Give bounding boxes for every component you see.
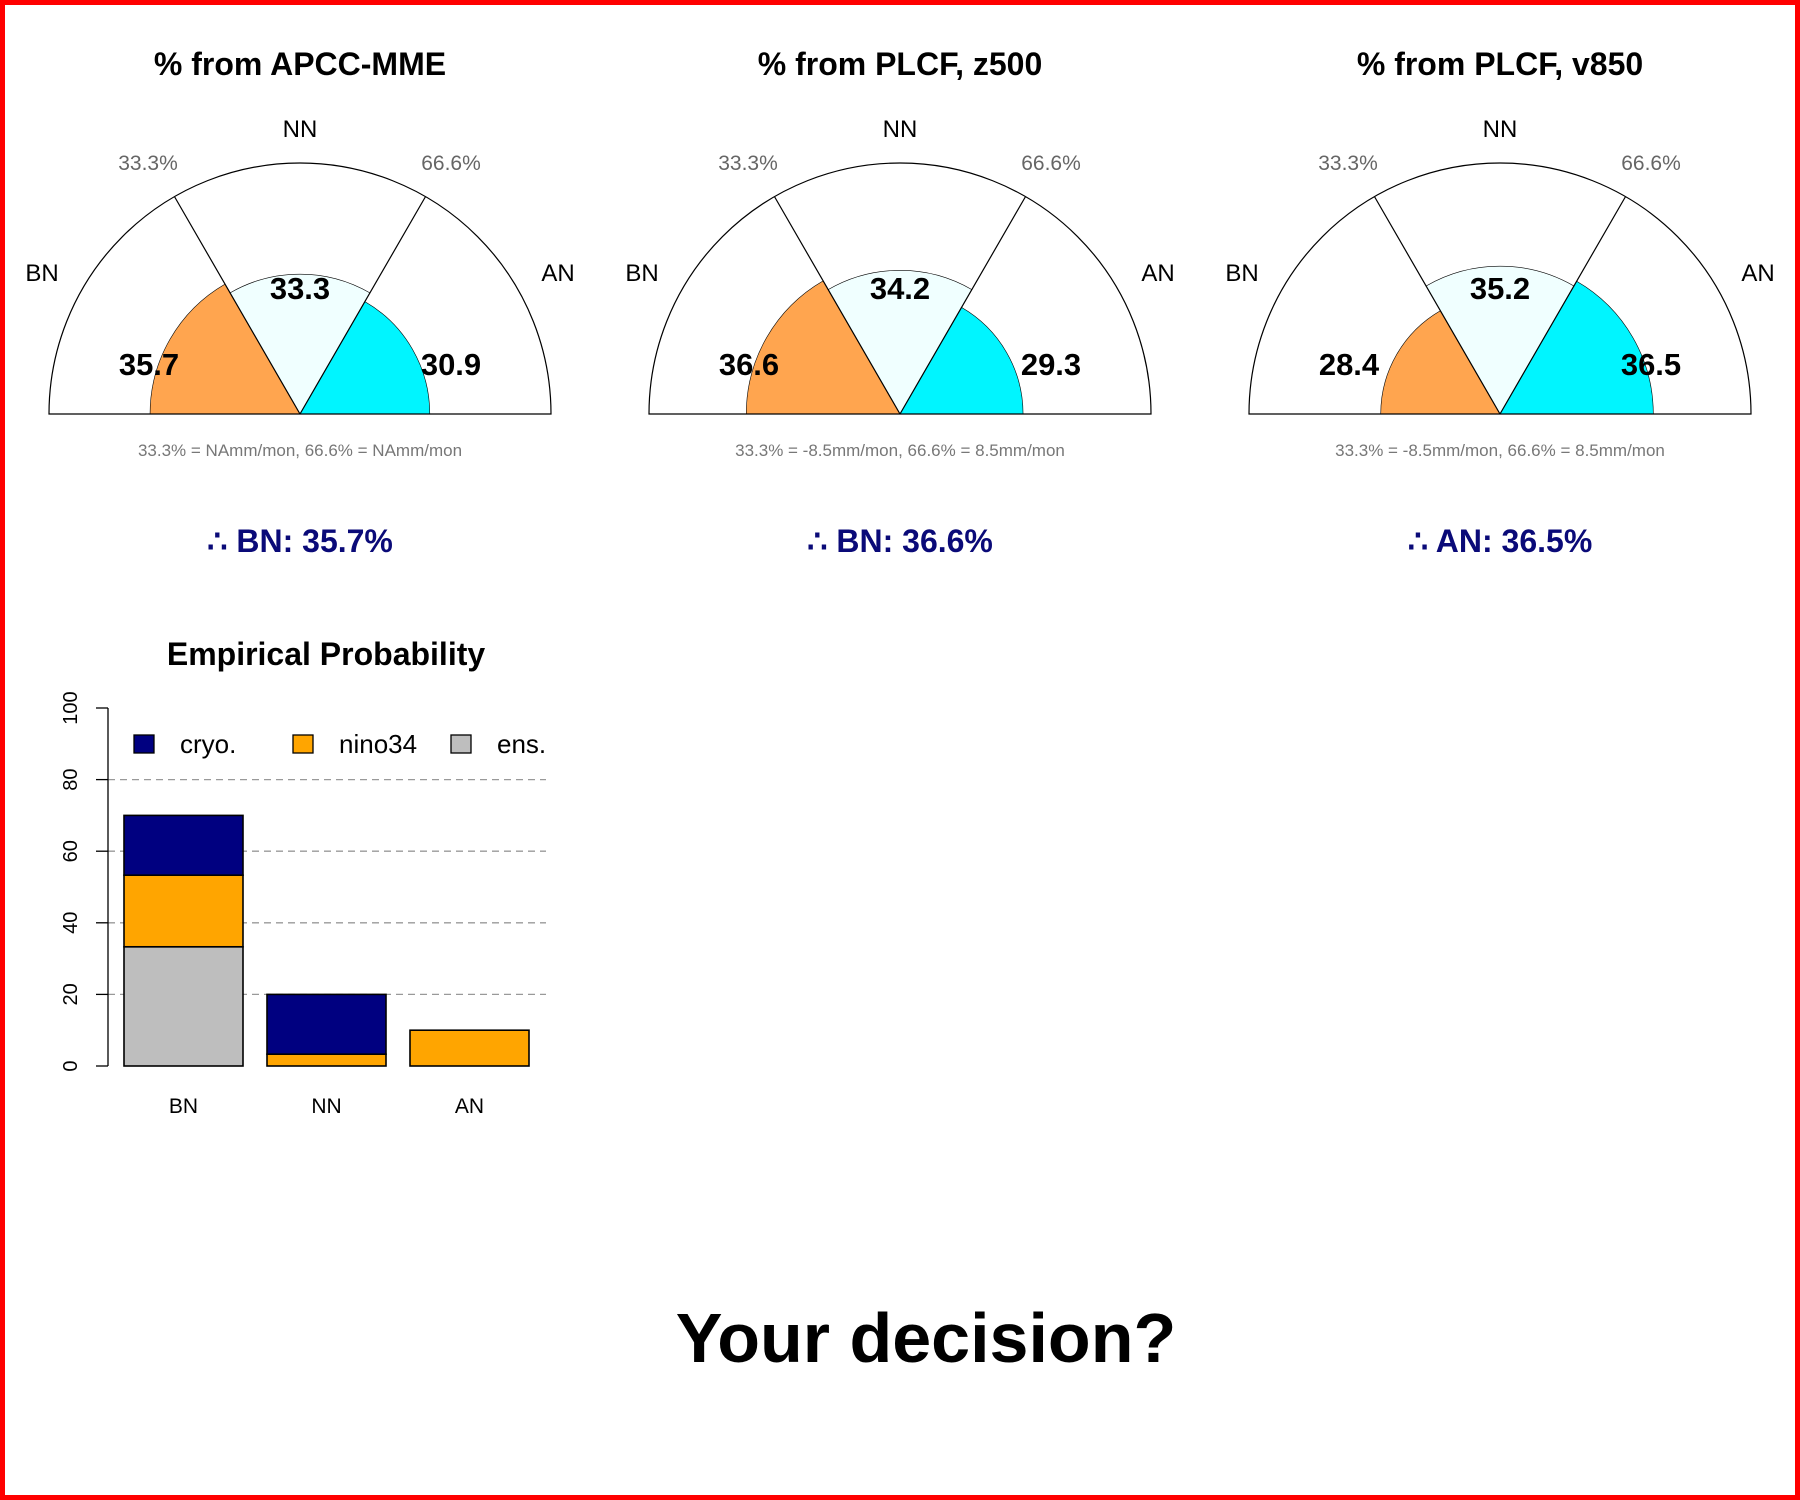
gauge-outline bbox=[1248, 162, 1752, 415]
gauge-wedges bbox=[149, 273, 431, 415]
gauge-sector-an bbox=[1499, 280, 1654, 415]
gauge-value-bn: 28.4 bbox=[1319, 347, 1380, 382]
gauge-label-66pct: 66.6% bbox=[421, 152, 481, 175]
gauge-outline bbox=[648, 162, 1152, 415]
gauge-threshold-note: 33.3% = -8.5mm/mon, 66.6% = 8.5mm/mon bbox=[1335, 441, 1665, 460]
gauge-value-an: 36.5 bbox=[1621, 347, 1681, 382]
chart-y-axis: 0 20 40 60 80 100 bbox=[60, 691, 109, 1072]
gauge-sector-bn bbox=[1380, 310, 1501, 415]
gauge-label-bn: BN bbox=[1225, 260, 1258, 287]
legend-swatch bbox=[133, 734, 155, 754]
gauge-panel-plcf-z500: % from PLCF, z500 NN BN AN 33.3% 66.6% 3… bbox=[625, 46, 1174, 559]
legend-swatch bbox=[292, 734, 314, 754]
chart-bars bbox=[123, 814, 530, 1067]
y-tick-label: 0 bbox=[60, 1060, 82, 1071]
empirical-probability-chart: Empirical Probability 0 20 40 60 80 100 BN NN A… bbox=[60, 636, 546, 1118]
bar-segment-an-nino34 bbox=[409, 1029, 530, 1067]
gauge-divider-33 bbox=[173, 196, 301, 415]
gauge-label-bn: BN bbox=[25, 260, 58, 287]
x-tick-label: AN bbox=[455, 1095, 484, 1118]
gauge-value-nn: 33.3 bbox=[270, 271, 330, 306]
gauge-sector-nn bbox=[1425, 265, 1575, 415]
bar-segment-nn-cryo bbox=[266, 993, 387, 1055]
y-tick-label: 100 bbox=[60, 691, 82, 724]
x-tick-label: BN bbox=[169, 1095, 198, 1118]
gauge-label-nn: NN bbox=[883, 116, 918, 143]
gauge-label-33pct: 33.3% bbox=[118, 152, 178, 175]
gauge-sector-an bbox=[299, 301, 431, 415]
gauge-label-nn: NN bbox=[1483, 116, 1518, 143]
gauge-sector-nn bbox=[229, 273, 371, 415]
gauge-sector-bn bbox=[149, 283, 301, 415]
gauge-value-nn: 34.2 bbox=[870, 271, 930, 306]
gauge-threshold-note: 33.3% = NAmm/mon, 66.6% = NAmm/mon bbox=[138, 441, 462, 460]
gauge-panel-plcf-v850: % from PLCF, v850 NN BN AN 33.3% 66.6% 2… bbox=[1225, 46, 1774, 559]
bar-segment-bn-nino34 bbox=[123, 874, 244, 948]
gauge-title: % from PLCF, v850 bbox=[1357, 46, 1643, 82]
gauge-label-66pct: 66.6% bbox=[1621, 152, 1681, 175]
gauge-frame bbox=[1248, 162, 1752, 415]
legend-swatch bbox=[450, 734, 472, 754]
chart-x-labels: BN NN AN bbox=[169, 1095, 484, 1118]
gauge-divider-33 bbox=[773, 196, 901, 415]
gauge-outline bbox=[48, 162, 552, 415]
x-tick-label: NN bbox=[311, 1095, 341, 1118]
gauge-label-bn: BN bbox=[625, 260, 658, 287]
decision-prompt: Your decision? bbox=[676, 1299, 1176, 1377]
gauge-label-33pct: 33.3% bbox=[718, 152, 778, 175]
y-tick-label: 40 bbox=[60, 912, 82, 934]
legend-label: cryo. bbox=[180, 729, 236, 759]
gauge-conclusion: ∴ BN: 36.6% bbox=[807, 523, 993, 559]
gauge-threshold-note: 33.3% = -8.5mm/mon, 66.6% = 8.5mm/mon bbox=[735, 441, 1065, 460]
y-tick-label: 60 bbox=[60, 840, 82, 862]
gauge-label-an: AN bbox=[541, 260, 574, 287]
gauge-divider-33 bbox=[1373, 196, 1501, 415]
bar-segment-bn-ens bbox=[123, 945, 244, 1067]
legend-label: nino34 bbox=[339, 729, 417, 759]
gauge-value-bn: 35.7 bbox=[119, 347, 179, 382]
gauge-value-an: 29.3 bbox=[1021, 347, 1081, 382]
gauge-frame bbox=[648, 162, 1152, 415]
gauge-title: % from PLCF, z500 bbox=[758, 46, 1043, 82]
gauge-value-bn: 36.6 bbox=[719, 347, 779, 382]
gauge-sector-nn bbox=[827, 270, 973, 415]
gauge-divider-66 bbox=[899, 196, 1027, 415]
gauge-conclusion: ∴ AN: 36.5% bbox=[1408, 523, 1593, 559]
gauge-label-an: AN bbox=[1141, 260, 1174, 287]
chart-legend: cryo. nino34 ens. bbox=[133, 729, 546, 759]
gauge-label-66pct: 66.6% bbox=[1021, 152, 1081, 175]
gauge-divider-66 bbox=[1499, 196, 1627, 415]
gauge-label-nn: NN bbox=[283, 116, 318, 143]
gauge-value-nn: 35.2 bbox=[1470, 271, 1530, 306]
legend-label: ens. bbox=[497, 729, 546, 759]
chart-title: Empirical Probability bbox=[167, 636, 486, 672]
gauge-wedges bbox=[745, 270, 1024, 415]
y-tick-label: 20 bbox=[60, 983, 82, 1005]
gauge-frame bbox=[48, 162, 552, 415]
gauge-value-an: 30.9 bbox=[421, 347, 481, 382]
gauge-title: % from APCC-MME bbox=[154, 46, 446, 82]
bar-segment-bn-cryo bbox=[123, 814, 244, 876]
gauge-sector-an bbox=[899, 307, 1024, 415]
gauge-label-33pct: 33.3% bbox=[1318, 152, 1378, 175]
gauge-divider-66 bbox=[299, 196, 427, 415]
gauge-sector-bn bbox=[745, 280, 901, 415]
bar-segment-nn-nino34 bbox=[266, 1053, 387, 1067]
gauge-panel-apcc-mme: % from APCC-MME NN BN AN 33.3% 66.6% 35.… bbox=[25, 46, 574, 559]
gauge-wedges bbox=[1380, 265, 1654, 415]
gauge-label-an: AN bbox=[1741, 260, 1774, 287]
y-tick-label: 80 bbox=[60, 768, 82, 790]
gauge-conclusion: ∴ BN: 35.7% bbox=[207, 523, 393, 559]
